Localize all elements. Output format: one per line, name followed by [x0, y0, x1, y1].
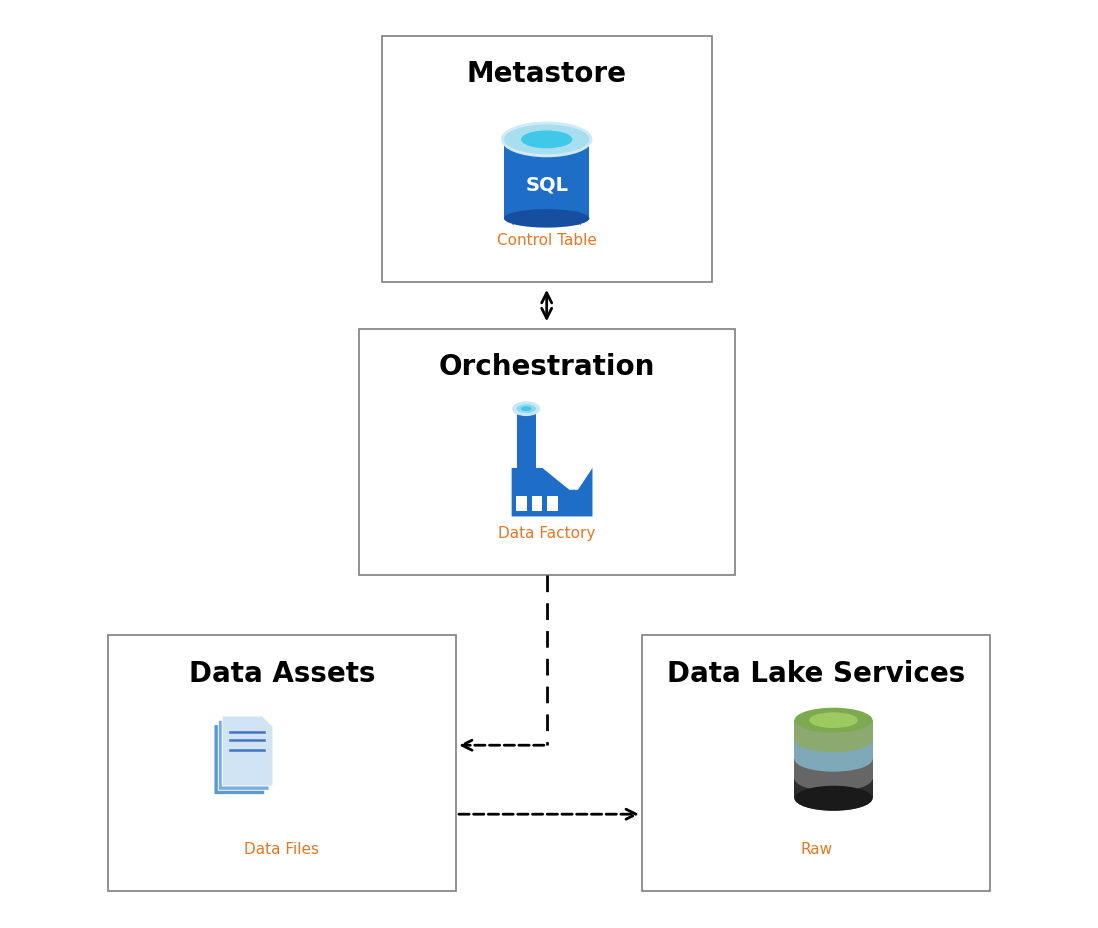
Text: Metadata
Control Table: Metadata Control Table	[496, 213, 596, 248]
Ellipse shape	[809, 713, 858, 728]
FancyBboxPatch shape	[504, 140, 590, 219]
Ellipse shape	[504, 125, 590, 155]
Ellipse shape	[522, 132, 572, 149]
Polygon shape	[795, 720, 873, 740]
Ellipse shape	[795, 708, 873, 733]
Polygon shape	[516, 496, 527, 511]
Polygon shape	[795, 779, 873, 798]
Text: Raw: Raw	[800, 841, 832, 856]
Text: Data Lake Services: Data Lake Services	[666, 659, 965, 687]
Ellipse shape	[502, 123, 592, 158]
Ellipse shape	[795, 786, 873, 811]
FancyBboxPatch shape	[642, 636, 990, 891]
Ellipse shape	[504, 210, 590, 228]
Polygon shape	[795, 759, 873, 779]
Text: Orchestration: Orchestration	[438, 353, 654, 380]
FancyBboxPatch shape	[382, 37, 712, 283]
Ellipse shape	[795, 786, 873, 811]
Polygon shape	[222, 716, 273, 786]
Polygon shape	[512, 469, 593, 517]
Polygon shape	[214, 725, 265, 794]
Text: SQL: SQL	[525, 174, 568, 194]
Ellipse shape	[516, 405, 536, 414]
Ellipse shape	[795, 767, 873, 792]
FancyBboxPatch shape	[359, 329, 735, 575]
Ellipse shape	[795, 747, 873, 772]
Polygon shape	[547, 496, 558, 511]
Text: Metastore: Metastore	[467, 60, 627, 88]
Polygon shape	[531, 496, 542, 511]
Text: Data Factory: Data Factory	[498, 525, 595, 540]
Ellipse shape	[520, 406, 531, 412]
Text: Data Files: Data Files	[245, 841, 320, 856]
Polygon shape	[795, 740, 873, 759]
Ellipse shape	[795, 728, 873, 753]
Polygon shape	[219, 720, 269, 791]
Text: Data Assets: Data Assets	[189, 659, 376, 687]
Polygon shape	[516, 409, 536, 469]
Ellipse shape	[513, 403, 539, 416]
FancyBboxPatch shape	[108, 636, 456, 891]
